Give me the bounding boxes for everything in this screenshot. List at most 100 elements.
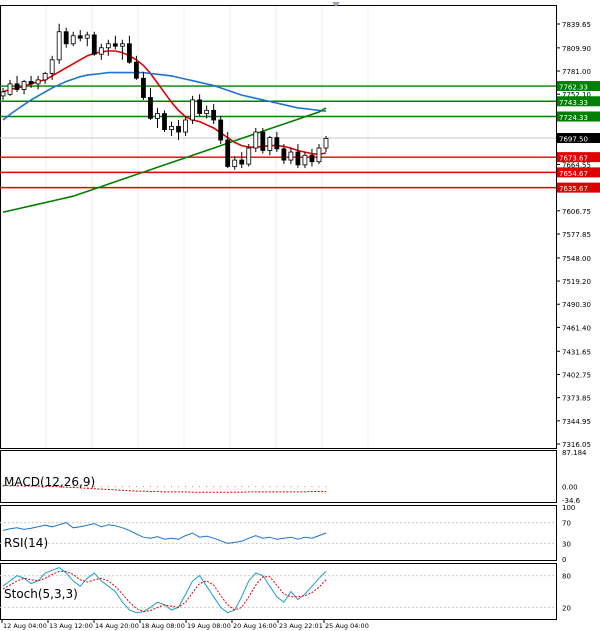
price-tick-label: 7839.65 [562,21,591,29]
candle-bear [77,35,83,39]
time-tick-label: 23 Aug 22:01 [279,622,323,630]
candle-bear [225,139,231,167]
macd-label: MACD(12,26,9) [4,475,95,489]
price-tick-label: 7402.75 [562,371,591,379]
candle-bull [35,79,41,85]
candle-bull [119,43,125,47]
price-tick-label: 7664.55 [562,161,591,169]
candle-bear [274,137,280,150]
price-tick-label: 7577.85 [562,231,591,239]
time-tick-label: 13 Aug 12:00 [49,622,93,630]
price-tick-label: 7548.00 [562,255,591,263]
candle-bull [253,131,259,149]
candle-bull [183,119,188,133]
level-tag [557,111,600,122]
candle-bull [0,91,6,97]
rsi-panel-frame [0,505,557,561]
candle-bear [281,148,287,161]
current-price-tag [557,133,600,144]
time-tick-label: 25 Aug 04:00 [325,622,369,630]
candle-bull [190,99,195,121]
candle-bull [7,83,13,95]
time-tick-label: 14 Aug 20:00 [95,622,139,630]
candle-bull [21,81,27,90]
price-tick-label: 7490.30 [562,301,591,309]
price-tick-label: 7809.90 [562,45,591,53]
candle-bull [42,73,48,81]
candle-bull [169,125,174,131]
candle-bear [218,119,224,141]
rsi-line [2,522,327,544]
level-label: 7762.33 [559,84,588,92]
rsi-label: RSI(14) [4,536,48,550]
candle-bull [232,159,238,167]
candle-bull [49,59,55,74]
price-tick-label: 7316.05 [562,441,591,449]
price-tick-label: 7606.75 [562,208,591,216]
candle-bear [134,61,139,79]
candle-bull [84,34,90,39]
moving-average-line [2,71,327,121]
main-panel-frame [0,5,557,449]
candle-bear [141,77,146,98]
candle-bull [70,35,76,45]
macd-tick-label: 0.00 [562,483,578,491]
price-tick-label: 7373.85 [562,395,591,403]
current-price-label: 7697.50 [559,136,588,144]
level-tag [557,167,600,178]
stoch-panel-frame [0,563,557,620]
price-tick-label: 7519.20 [562,278,591,286]
rsi-tick-label: 0 [562,556,566,564]
candle-bear [197,99,203,114]
candle-bear [28,81,34,85]
level-label: 7673.67 [559,155,588,163]
chart-shift-marker-icon [332,2,340,7]
price-tick-label: 7431.65 [562,348,591,356]
candle-bear [260,131,266,151]
candle-bear [126,43,132,63]
candle-bull [56,31,62,61]
candle-bear [162,113,167,131]
level-label: 7654.67 [559,170,588,178]
candle-bull [323,138,329,149]
candle-bull [204,109,210,114]
candle-bear [176,125,181,133]
macd-signal-line [3,485,326,493]
rsi-tick-label: 30 [562,540,571,548]
level-tag [557,152,600,163]
rsi-tick-label: 100 [562,504,575,512]
macd-tick-label: -34.6 [562,497,581,505]
candle-bear [63,31,69,45]
time-tick-label: 12 Aug 04:00 [3,622,47,630]
candle-bull [246,147,252,165]
candle-bull [105,43,111,49]
candle-bull [302,154,308,166]
stoch-tick-label: 20 [562,604,571,612]
candle-bear [239,159,245,165]
price-tick-label: 7781.00 [562,68,591,76]
candle-bear [148,97,153,119]
candle-bear [14,83,20,90]
rsi-tick-label: 70 [562,520,571,528]
level-tag [557,81,600,92]
candle-bear [295,151,301,166]
macd-panel-frame [0,450,557,503]
time-tick-label: 18 Aug 08:00 [141,622,185,630]
price-tick-label: 7752.10 [562,91,591,99]
price-tick-label: 7461.40 [562,324,591,332]
stoch-label: Stoch(5,3,3) [4,587,78,601]
candle-bull [267,137,273,151]
candle-bear [112,43,118,47]
candle-bear [91,34,97,55]
price-tick-label: 7344.95 [562,418,591,426]
time-tick-label: 20 Aug 16:00 [233,622,277,630]
level-tag [557,182,600,193]
moving-average-line [2,107,327,213]
level-label: 7724.33 [559,114,588,122]
candle-bull [288,151,294,161]
level-label: 7743.33 [559,99,588,107]
candle-bear [211,109,217,121]
level-tag [557,96,600,107]
candle-bull [98,47,104,55]
